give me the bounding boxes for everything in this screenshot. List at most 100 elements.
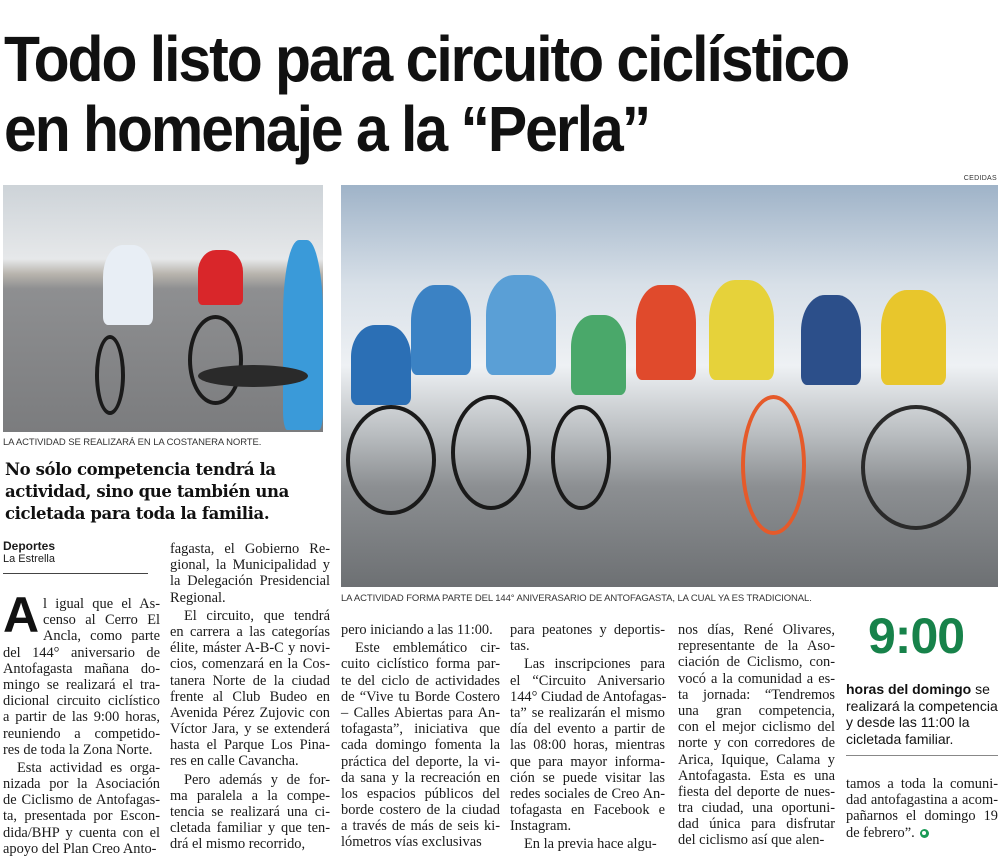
text-line: fagasta, el Gobierno Re- [170,541,330,557]
highlight-number: 9:00 [868,608,965,664]
text-line: Instagram. [510,818,572,835]
photo-caption-main: LA ACTIVIDAD FORMA PARTE DEL 144° ANIVER… [341,593,812,604]
text-line: Avenida Pérez Zujovic con [170,704,330,721]
text-line: mingo se realizará el tra- [3,676,160,693]
text-line: ta jornada: “Tendremos [678,686,835,703]
highlight-bold-lead: horas del domingo [846,681,972,697]
rider-figure [571,315,626,395]
article-column-4: para peatones y deportis-tas. Las inscrip… [510,622,667,853]
highlight-text: horas del domingo se realizará la compet… [846,681,998,747]
text-line: a través de más de seis ki- [341,818,500,835]
text-line: – Calles Abiertas para An- [341,704,500,721]
text-line: los espacios públicos del [341,785,500,802]
text-line: tas. [510,638,530,655]
drop-cap: A [3,587,40,643]
article-column-3: pero iniciando a las 11:00. Este emblemát… [341,622,500,851]
article-column-1: l igual que el As-censo al Cerro El Ancla… [3,596,160,857]
rider-figure [351,325,411,405]
text-line: dicional circuito ciclístico [3,693,160,710]
bike-wheel [861,405,971,530]
text-line: Regional. [170,589,226,606]
rider-figure [198,250,243,305]
text-line: borde costero de la ciudad [341,802,500,819]
text-line: drá el mismo recorrido, [170,836,306,853]
highlight-rule [846,755,998,756]
text-line: de febrero”. [846,825,998,841]
byline-source: La Estrella [3,553,55,565]
text-line: cuito ciclístico forma par- [341,656,500,673]
text-line: élite, máster A-B-C y novi- [170,640,330,657]
rider-figure [636,285,696,380]
text-line: ciación de Ciclismo, con- [678,654,835,671]
text-line: dida/BHP y cuenta con el [3,824,160,841]
photo-riders-lineup [341,185,998,587]
text-line: gional, la Municipalidad y [170,557,330,574]
bike-saddle [198,365,308,387]
text-line: pero iniciando a las 11:00. [341,622,493,638]
rider-figure [801,295,861,385]
text-line: práctica del deporte, la vi- [341,753,500,770]
text-line: Arica, Iquique, Calama y [678,751,835,768]
article-column-5: nos días, René Olivares, representante de… [678,622,835,849]
text-line: la Delegación Presidencial [170,573,330,590]
rider-figure [411,285,471,375]
text-line: tencia se realizará una ci- [170,804,330,820]
bike-wheel [95,335,125,415]
photo-costanera-riders [3,185,323,432]
subheadline: No sólo competencia tendrá la actividad,… [5,460,289,523]
text-line: que para mayor informa- [510,753,665,770]
text-line: cletada familiar y que ten- [170,820,330,837]
article-column-6: tamos a toda la comuni-dad antofagastina… [846,776,998,841]
text-line: lómetros vías exclusivas [341,834,482,851]
bike-wheel [188,315,243,405]
text-line: ma paralela a la compe- [170,787,330,804]
byline-section: Deportes [3,539,56,553]
article-column-2: fagasta, el Gobierno Re-gional, la Munic… [170,541,330,853]
text-line: censo al Cerro El [43,612,160,629]
bike-wheel [551,405,611,510]
end-of-article-icon [919,828,929,838]
text-line: Antofagasta mañana do- [3,660,160,677]
text-line: te del ciclo de actividades [341,672,500,689]
text-line: día del evento a partir de [510,721,665,738]
headline: Todo listo para circuito ciclístico en h… [4,23,850,165]
headline-line-1: Todo listo para circuito ciclístico [4,23,850,95]
text-line: Víctor Jara, y se extenderá [170,721,330,738]
text-line: apoyo del Plan Creo Anto- [3,840,157,857]
byline-rule [3,573,148,574]
text-line: reuniendo a competido- [3,725,160,742]
text-line: dad única para disfrutar [678,816,835,833]
rider-figure [709,280,774,380]
text-line: Las inscripciones para [524,656,665,673]
text-line: l igual que el As- [43,596,160,612]
text-line: cios, comenzará en la Cos- [170,656,330,673]
text-line: Pero además y de for- [184,771,330,788]
rider-figure [103,245,153,325]
text-line: a partir de las 9:00 horas, [3,709,160,726]
text-line: para peatones y deportis- [510,622,665,638]
text-line: una gran competencia, [678,702,835,719]
bike-wheel [741,395,806,535]
rider-figure [486,275,556,375]
text-line: el “Circuito Aniversario [510,672,665,689]
rider-figure [881,290,946,385]
text-line: del ciclismo así que alen- [678,832,825,849]
text-line: representante de la Aso- [678,638,835,655]
text-line: res de toda la Zona Norte. [3,741,153,758]
text-line: ta, presentada por Escon- [3,808,160,825]
text-line: 144° Ciudad de Antofagas- [510,688,667,705]
text-line: Antofagasta. Esta es una [678,767,835,784]
text-line: Ancla, como parte [43,628,160,645]
text-line: ción se puede visitar las [510,769,665,786]
text-line: ta” se realizarán el mismo [510,704,665,721]
rider-figure [283,240,323,430]
headline-line-2: en homenaje a la “Perla” [4,93,651,165]
text-line: El circuito, que tendrá [184,607,330,624]
text-line: res en calle Cavancha. [170,753,299,770]
bike-wheel [451,395,531,510]
text-line: vocó a la comunidad a es- [678,670,835,687]
text-line: tofagasta”, iniciativa que [341,721,500,738]
text-line: tanera Norte de la ciudad [170,672,330,689]
text-line: las 08:00 horas, mientras [510,737,665,754]
photo-caption-left: LA ACTIVIDAD SE REALIZARÁ EN LA COSTANER… [3,437,262,448]
